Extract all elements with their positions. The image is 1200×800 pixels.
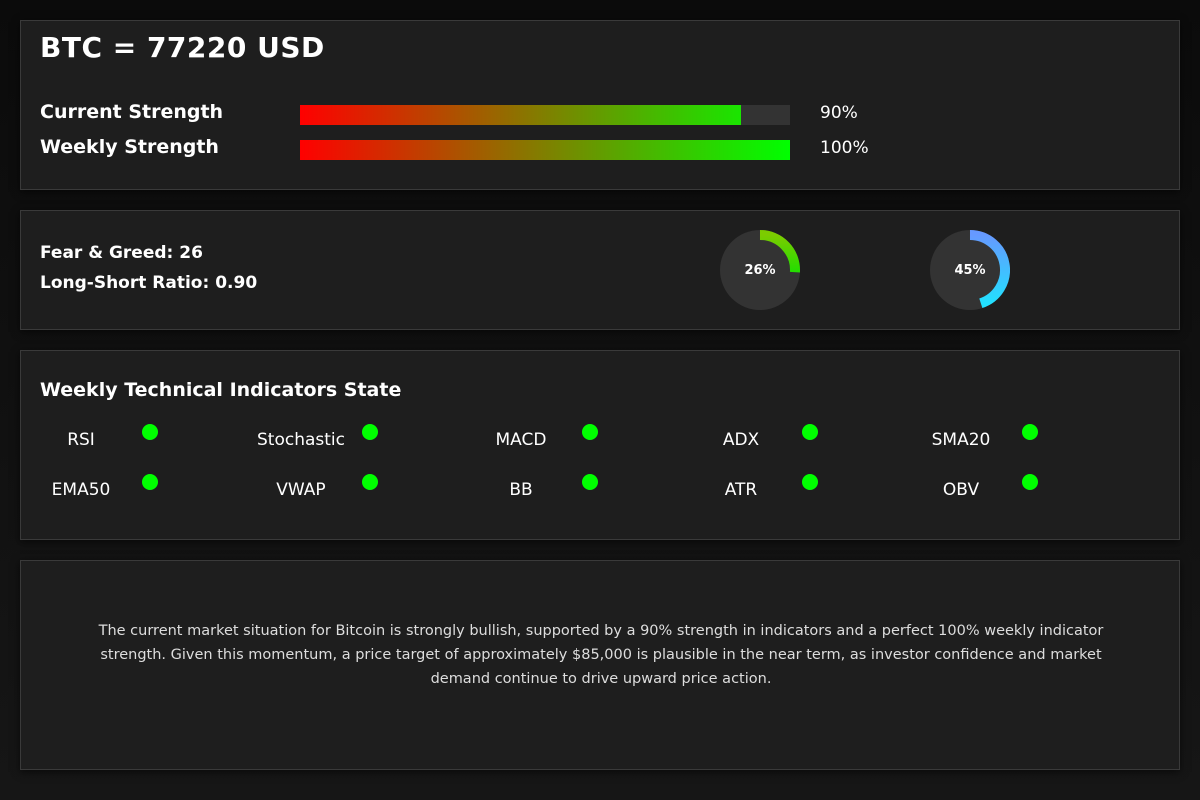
indicator-label-ema50: EMA50: [51, 480, 111, 500]
indicator-label-obv: OBV: [942, 480, 980, 500]
current-strength-value: 90%: [820, 103, 858, 123]
summary-panel: The current market situation for Bitcoin…: [20, 560, 1180, 770]
current-strength-label: Current Strength: [40, 101, 224, 123]
indicator-status-dot-stochastic: [362, 424, 378, 440]
price-title: BTC = 77220 USD: [40, 31, 325, 64]
fear-greed-gauge: 26%: [720, 230, 800, 310]
indicator-status-dot-sma20: [1022, 424, 1038, 440]
gauge-svg: 45%: [930, 230, 1010, 310]
current-strength-bar: [300, 105, 790, 125]
gauge-background: [720, 230, 800, 310]
current-strength-bar-fill: [300, 105, 741, 125]
indicator-status-dot-obv: [1022, 474, 1038, 490]
gauge-background: [930, 230, 1010, 310]
long-short-ratio-text: Long-Short Ratio: 0.90: [40, 273, 258, 293]
indicators-title: Weekly Technical Indicators State: [40, 379, 402, 401]
indicator-label-adx: ADX: [722, 430, 760, 450]
gauge-arc: [759, 230, 800, 273]
indicator-status-dot-bb: [582, 474, 598, 490]
indicator-label-bb: BB: [509, 480, 533, 500]
indicator-label-stochastic: Stochastic: [257, 430, 345, 450]
indicator-status-dot-adx: [802, 424, 818, 440]
indicator-label-rsi: RSI: [67, 430, 95, 450]
long-short-gauge: 45%: [930, 230, 1010, 310]
sentiment-panel: Fear & Greed: 26 Long-Short Ratio: 0.90 …: [20, 210, 1180, 330]
indicator-status-dot-ema50: [142, 474, 158, 490]
indicator-status-dot-macd: [582, 424, 598, 440]
fear-greed-text: Fear & Greed: 26: [40, 243, 203, 263]
weekly-strength-bar-fill: [300, 140, 790, 160]
weekly-strength-bar: [300, 140, 790, 160]
weekly-strength-label: Weekly Strength: [40, 136, 219, 158]
indicator-label-macd: MACD: [495, 430, 547, 450]
price-strength-panel: BTC = 77220 USD Current Strength 90% Wee…: [20, 20, 1180, 190]
gauge-svg: 26%: [720, 230, 800, 310]
indicator-label-sma20: SMA20: [931, 430, 991, 450]
indicator-label-atr: ATR: [724, 480, 758, 500]
weekly-strength-value: 100%: [820, 138, 869, 158]
gauge-value-label: 26%: [744, 263, 775, 278]
indicator-status-dot-atr: [802, 474, 818, 490]
indicator-label-vwap: VWAP: [276, 480, 326, 500]
indicator-status-dot-rsi: [142, 424, 158, 440]
market-summary-text: The current market situation for Bitcoin…: [98, 623, 1104, 687]
gauge-value-label: 45%: [954, 263, 985, 278]
indicators-panel: Weekly Technical Indicators State RSI St…: [20, 350, 1180, 540]
indicator-status-dot-vwap: [362, 474, 378, 490]
gauge-arc: [969, 230, 1010, 309]
